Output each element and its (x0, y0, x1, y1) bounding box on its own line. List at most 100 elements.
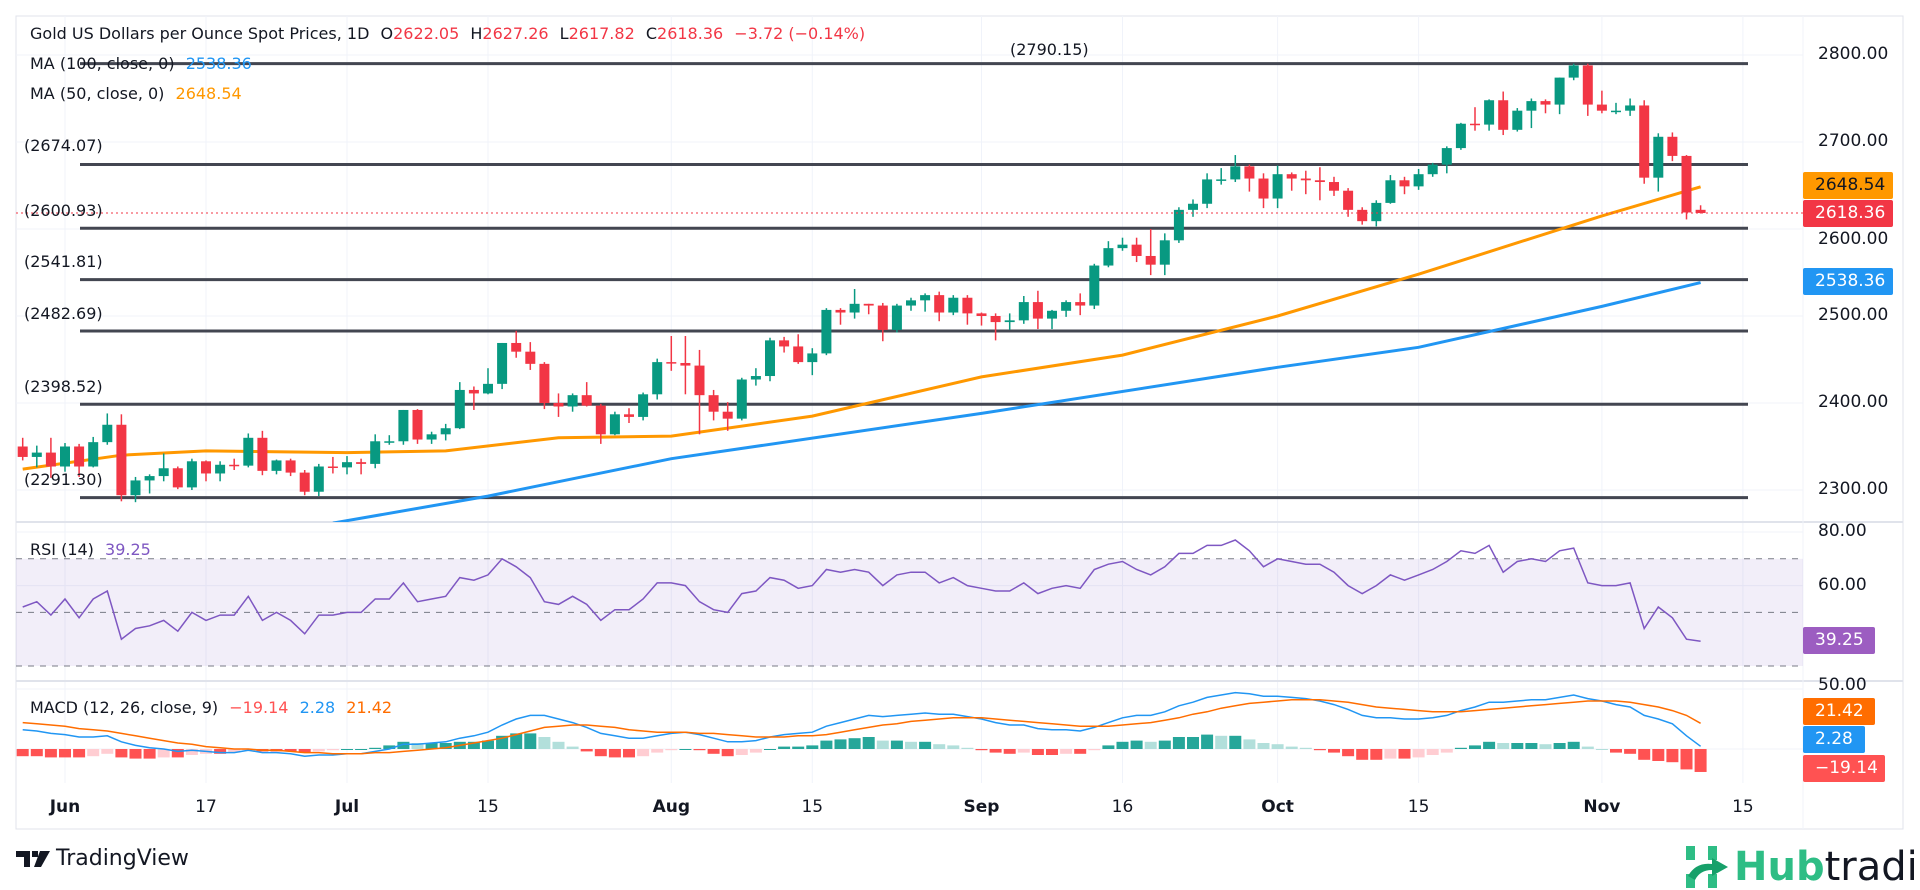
macd-histogram-bar (1031, 749, 1044, 755)
candle-body (1681, 155, 1692, 213)
macd-histogram-bar (905, 741, 917, 749)
ohlc-high: H2627.26 (470, 24, 549, 43)
macd-histogram-bar (1102, 745, 1115, 749)
candle (891, 303, 902, 333)
macd-histogram (16, 733, 1707, 772)
candle-body (201, 461, 211, 474)
candle (1032, 290, 1043, 330)
macd-histogram-bar (1017, 749, 1030, 753)
candle-body (1484, 100, 1495, 125)
candle-body (793, 346, 804, 363)
candle-body (1695, 209, 1706, 214)
candle-body (130, 480, 141, 496)
candle-body (398, 409, 409, 442)
candle (186, 458, 197, 490)
rsi-axis-label: 60.00 (1818, 575, 1867, 595)
candle-body (45, 452, 56, 467)
candle (1470, 107, 1480, 131)
candle-body (172, 468, 183, 488)
macd-histogram-bar (749, 749, 762, 753)
candle-body (60, 446, 70, 467)
candle (666, 336, 677, 371)
candle-body (863, 303, 874, 306)
macd-histogram-bar (834, 739, 847, 749)
candle-body (1526, 101, 1537, 111)
candle-body (158, 468, 169, 477)
macd-signal-value: 21.42 (346, 698, 393, 717)
candle-body (962, 297, 973, 314)
candle (511, 330, 522, 358)
hubtrading-logo-icon (1686, 846, 1728, 888)
candle-body (271, 460, 282, 471)
candle (581, 382, 592, 407)
candle (1131, 237, 1142, 263)
candle (722, 402, 733, 431)
ma50-legend[interactable]: MA (50, close, 0) 2648.54 (30, 84, 248, 104)
candle (130, 476, 141, 503)
candle (327, 456, 338, 474)
macd-histogram-bar (1497, 743, 1510, 749)
candle-body (144, 476, 155, 481)
candle (229, 458, 240, 470)
macd-histogram-bar (778, 746, 791, 749)
candle-body (412, 409, 423, 440)
candle (976, 312, 987, 326)
candle-body (31, 452, 42, 457)
candle (1286, 172, 1297, 191)
macd-histogram-bar (101, 749, 114, 754)
candle-body (468, 389, 479, 394)
candle-body (666, 362, 677, 364)
candle-body (807, 353, 818, 363)
macd-histogram-bar (411, 743, 424, 749)
candle-body (750, 376, 761, 380)
candle-body (595, 405, 606, 435)
macd-histogram-bar (1074, 749, 1087, 754)
macd-histogram-bar (1215, 735, 1228, 749)
candle (1244, 164, 1255, 192)
tradingview-logo[interactable]: TradingView (16, 846, 189, 871)
candle (765, 337, 775, 382)
rsi-legend[interactable]: RSI (14) 39.25 (30, 540, 157, 560)
macd-legend[interactable]: MACD (12, 26, close, 9) −19.14 2.28 21.4… (30, 698, 398, 718)
macd-histogram-bar (679, 749, 692, 750)
macd-histogram-bar (355, 749, 368, 750)
candle (539, 362, 550, 410)
candle (1258, 173, 1269, 209)
macd-line-tag: 2.28 (1803, 726, 1865, 753)
candle (990, 313, 1001, 341)
candle (60, 443, 70, 472)
candle (1441, 146, 1452, 174)
candle-body (934, 295, 945, 313)
macd-histogram-bar (1469, 745, 1481, 749)
candle-body (1343, 190, 1354, 210)
macd-histogram-bar (87, 749, 100, 757)
candle (1399, 176, 1410, 195)
macd-histogram-bar (1285, 746, 1298, 749)
candle (525, 342, 536, 370)
rsi-axis-label: 80.00 (1818, 521, 1867, 541)
candle-body (1286, 174, 1297, 179)
ma100-legend[interactable]: MA (100, close, 0) 2538.36 (30, 54, 258, 74)
level-label: (2291.30) (24, 470, 103, 489)
hubtrading-logo: Hubtrading (1686, 846, 1920, 888)
macd-histogram-bar (1144, 741, 1157, 749)
macd-histogram-bar (820, 740, 833, 749)
candle-body (821, 309, 832, 354)
candle-body (779, 340, 790, 347)
macd-histogram-bar (1046, 749, 1058, 755)
candle (1061, 300, 1072, 317)
macd-histogram-bar (1201, 734, 1214, 749)
macd-histogram-bar (665, 749, 678, 751)
candle-body (1371, 202, 1382, 222)
price-axis-label: 2600.00 (1818, 229, 1889, 249)
macd-histogram-bar (792, 746, 805, 749)
candle-body (1075, 302, 1086, 306)
level-label: (2541.81) (24, 252, 103, 271)
macd-histogram-bar (1539, 744, 1552, 749)
candle (1343, 188, 1354, 217)
candle (454, 382, 465, 430)
candle-body (624, 414, 634, 417)
tradingview-wordmark: TradingView (56, 846, 189, 871)
candle (1202, 173, 1213, 209)
